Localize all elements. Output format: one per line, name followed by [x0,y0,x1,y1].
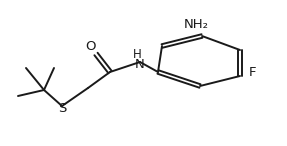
Text: S: S [58,101,66,114]
Text: NH₂: NH₂ [183,18,208,31]
Text: H: H [133,47,141,60]
Text: F: F [249,66,257,79]
Text: O: O [86,40,96,53]
Text: N: N [135,58,145,71]
